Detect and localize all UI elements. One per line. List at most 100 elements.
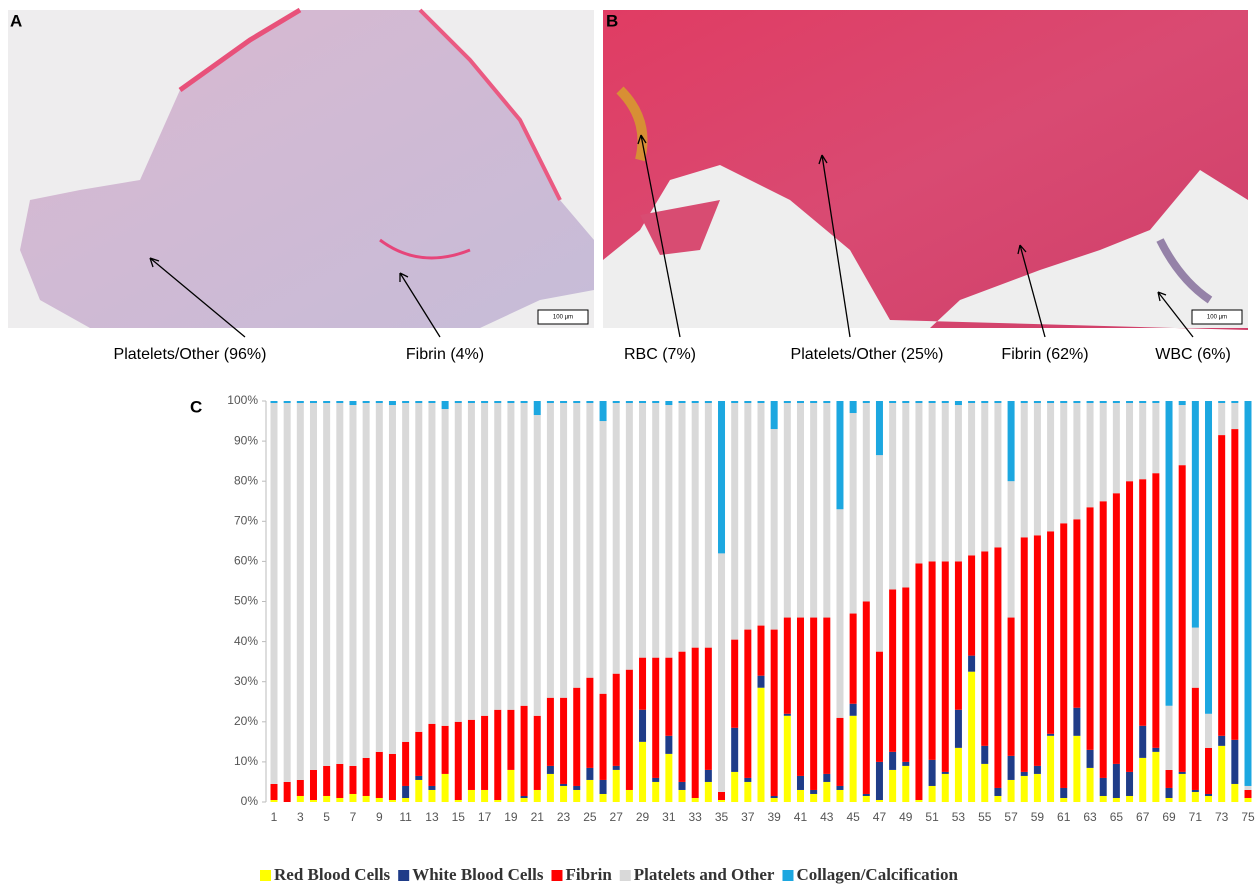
bar-segment <box>994 547 1001 788</box>
bar-segment <box>1245 786 1252 790</box>
bar-segment <box>442 774 449 802</box>
bar-segment <box>942 401 949 403</box>
bar-segment <box>810 618 817 790</box>
bar-segment <box>784 716 791 802</box>
bar-segment <box>929 561 936 759</box>
bar-segment <box>1205 796 1212 802</box>
bar-segment <box>626 401 633 403</box>
bar-segment <box>415 401 422 403</box>
bar-segment <box>271 401 278 403</box>
bar-segment <box>323 401 330 403</box>
legend-label: Fibrin <box>565 865 612 884</box>
bar-segment <box>705 770 712 782</box>
bar-segment <box>863 796 870 802</box>
bar-segment <box>758 626 765 676</box>
bar-segment <box>428 403 435 724</box>
bar-segment <box>1166 788 1173 798</box>
x-tick-label: 45 <box>846 810 860 824</box>
bar-segment <box>573 403 580 688</box>
bar-segment <box>547 403 554 698</box>
x-tick-label: 3 <box>297 810 304 824</box>
bar-segment <box>1126 403 1133 481</box>
x-tick-label: 41 <box>794 810 808 824</box>
bar-segment <box>823 774 830 782</box>
bar-segment <box>455 401 462 403</box>
bar-segment <box>731 772 738 802</box>
bar-segment <box>679 403 686 652</box>
bar-segment <box>955 748 962 802</box>
bar-segment <box>534 401 541 415</box>
bar-segment <box>284 403 291 782</box>
bar-segment <box>955 710 962 748</box>
bar-segment <box>336 764 343 798</box>
bar-segment <box>850 716 857 802</box>
bar-segment <box>1205 794 1212 796</box>
panel-label: C <box>190 397 202 416</box>
bar-segment <box>784 401 791 403</box>
bar-segment <box>1126 481 1133 772</box>
bar-segment <box>731 401 738 403</box>
bar-segment <box>389 401 396 405</box>
bar-segment <box>271 800 278 802</box>
bar-segment <box>679 401 686 403</box>
bar-segment <box>376 401 383 403</box>
x-tick-label: 39 <box>767 810 781 824</box>
x-tick-label: 67 <box>1136 810 1150 824</box>
bar-segment <box>652 403 659 658</box>
bar-segment <box>876 652 883 762</box>
bar-segment <box>1113 493 1120 764</box>
bar-segment <box>850 614 857 704</box>
bar-segment <box>1231 429 1238 740</box>
y-tick-label: 100% <box>227 393 258 407</box>
bar-segment <box>863 794 870 796</box>
bar-segment <box>389 405 396 754</box>
bar-segment <box>349 405 356 766</box>
bar-segment <box>1139 726 1146 758</box>
bar-segment <box>797 776 804 790</box>
bar-segment <box>850 413 857 614</box>
bar-segment <box>534 790 541 802</box>
bar-segment <box>1008 756 1015 780</box>
y-tick-label: 90% <box>234 433 258 447</box>
bar-segment <box>915 403 922 563</box>
bar-segment <box>1060 788 1067 798</box>
bar-segment <box>1231 784 1238 802</box>
y-tick-label: 40% <box>234 634 258 648</box>
bar-segment <box>1192 790 1199 792</box>
bar-segment <box>718 401 725 553</box>
bar-segment <box>1166 706 1173 770</box>
annotation: Fibrin (62%) <box>1001 346 1088 363</box>
bar-segment <box>547 401 554 403</box>
bar-segment <box>455 403 462 722</box>
x-tick-label: 69 <box>1162 810 1176 824</box>
bar-segment <box>784 714 791 716</box>
bar-segment <box>1021 776 1028 802</box>
bar-segment <box>665 658 672 736</box>
bar-segment <box>915 563 922 800</box>
bar-segment <box>1047 401 1054 403</box>
bar-segment <box>889 770 896 802</box>
bar-segment <box>428 786 435 790</box>
bar-segment <box>665 401 672 405</box>
bar-segment <box>494 403 501 710</box>
bar-segment <box>863 602 870 794</box>
bar-segment <box>507 710 514 770</box>
bar-segment <box>1205 401 1212 714</box>
bar-segment <box>665 736 672 754</box>
bar-segment <box>481 401 488 403</box>
bar-segment <box>573 786 580 790</box>
bar-segment <box>560 698 567 784</box>
bar-segment <box>1166 770 1173 788</box>
bar-segment <box>336 401 343 403</box>
bar-segment <box>968 656 975 672</box>
bar-segment <box>665 405 672 658</box>
bar-segment <box>929 401 936 403</box>
bar-segment <box>1021 403 1028 537</box>
bar-segment <box>468 403 475 720</box>
bar-segment <box>547 698 554 766</box>
bar-segment <box>521 401 528 403</box>
bar-segment <box>402 403 409 742</box>
bar-segment <box>744 778 751 782</box>
bar-segment <box>902 766 909 802</box>
x-tick-label: 29 <box>636 810 650 824</box>
